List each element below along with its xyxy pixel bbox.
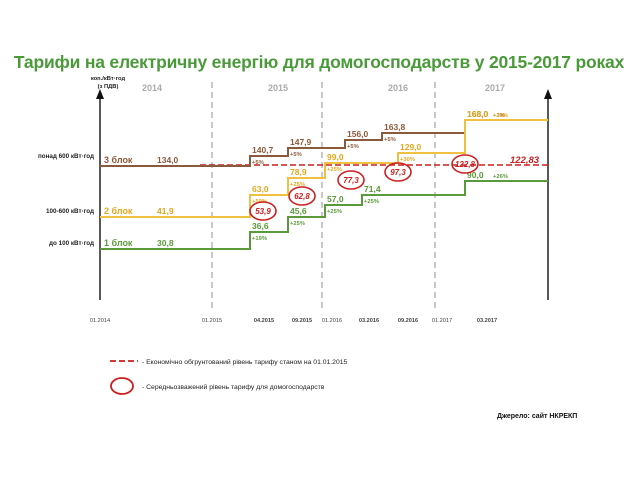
change-label: +25% — [290, 182, 305, 188]
weighted-average-circle — [451, 154, 479, 174]
data-label: 163,8 — [384, 122, 406, 132]
change-label: +26% — [493, 174, 508, 180]
data-label: 90,0 — [467, 170, 484, 180]
x-tick-label: 01.2016 — [322, 318, 342, 324]
change-label: +30% — [493, 113, 508, 119]
data-label: 41,9 — [157, 206, 174, 216]
economic-level-label: 122,83 — [510, 155, 540, 166]
y-axis-arrow — [96, 89, 104, 99]
x-tick-label: 01.2015 — [202, 318, 222, 324]
year-label: 2017 — [485, 83, 505, 93]
year-label: 2016 — [388, 83, 408, 93]
data-label: 36,6 — [252, 221, 269, 231]
legend-label: - Економічно обгрунтований рівень тарифу… — [142, 358, 348, 366]
series-line — [100, 180, 548, 250]
weighted-average-value: 62,8 — [294, 192, 310, 201]
weighted-average-value: 77,3 — [343, 176, 359, 185]
data-label: 99,0 — [327, 152, 344, 162]
change-label: +5% — [290, 152, 302, 158]
year-label: 2014 — [142, 83, 162, 93]
weighted-average-value: 122,8 — [455, 160, 476, 169]
x-tick-label: 03.2016 — [359, 318, 379, 324]
data-label: 30,8 — [157, 238, 174, 248]
row-label: понад 600 кВт·год — [38, 153, 94, 160]
y-axis-label: коп./кВт·год — [91, 76, 126, 82]
data-label: 140,7 — [252, 145, 274, 155]
change-label: +25% — [290, 221, 305, 227]
series-line — [100, 119, 548, 218]
change-label: +3% — [493, 113, 505, 119]
legend-label: - Середньозважений рівень тарифу для дом… — [142, 383, 325, 391]
series-name: 1 блок — [104, 238, 133, 248]
change-label: +30% — [400, 157, 415, 163]
weighted-average-value: 53,9 — [255, 207, 271, 216]
change-label: +5% — [252, 160, 264, 166]
change-label: +25% — [327, 209, 342, 215]
x-tick-label: 04.2015 — [254, 318, 274, 324]
data-label: 147,9 — [290, 137, 312, 147]
legend-circle-swatch — [110, 377, 134, 395]
x-tick-label: 01.2017 — [432, 318, 452, 324]
page-title: Тарифи на електричну енергію для домогос… — [13, 52, 625, 72]
data-label: 71,4 — [364, 184, 381, 194]
x-tick-label: 09.2016 — [398, 318, 418, 324]
weighted-average-circle — [288, 186, 316, 206]
change-label: +5% — [347, 144, 359, 150]
change-label: +19% — [252, 236, 267, 242]
change-label: +5% — [384, 137, 396, 143]
weighted-average-circle — [384, 162, 412, 182]
data-label: 168,0 — [467, 109, 489, 119]
data-label: 57,0 — [327, 194, 344, 204]
series-name: 3 блок — [104, 155, 133, 165]
source-note: Джерело: сайт НКРЕКП — [497, 413, 578, 420]
data-label: 63,0 — [252, 184, 269, 194]
weighted-average-circle — [249, 201, 277, 221]
data-label: 156,0 — [347, 129, 369, 139]
change-label: +25% — [364, 199, 379, 205]
y-axis-label: (з ПДВ) — [98, 84, 119, 90]
row-label: 100-600 кВт·год — [46, 208, 94, 215]
row-label: до 100 кВт·год — [49, 240, 94, 247]
weighted-average-value: 97,3 — [390, 168, 406, 177]
right-axis-arrow — [544, 89, 552, 99]
series-name: 2 блок — [104, 206, 133, 216]
x-tick-label: 09.2015 — [292, 318, 312, 324]
data-label: 134,0 — [157, 155, 179, 165]
x-tick-label: 03.2017 — [477, 318, 497, 324]
data-label: 45,6 — [290, 206, 307, 216]
change-label: +25% — [327, 167, 342, 173]
weighted-average-circle — [337, 170, 365, 190]
data-label: 78,9 — [290, 167, 307, 177]
year-label: 2015 — [268, 83, 288, 93]
data-label: 168,0 — [467, 109, 489, 119]
data-label: 129,0 — [400, 142, 422, 152]
x-tick-label: 01.2014 — [90, 318, 110, 324]
